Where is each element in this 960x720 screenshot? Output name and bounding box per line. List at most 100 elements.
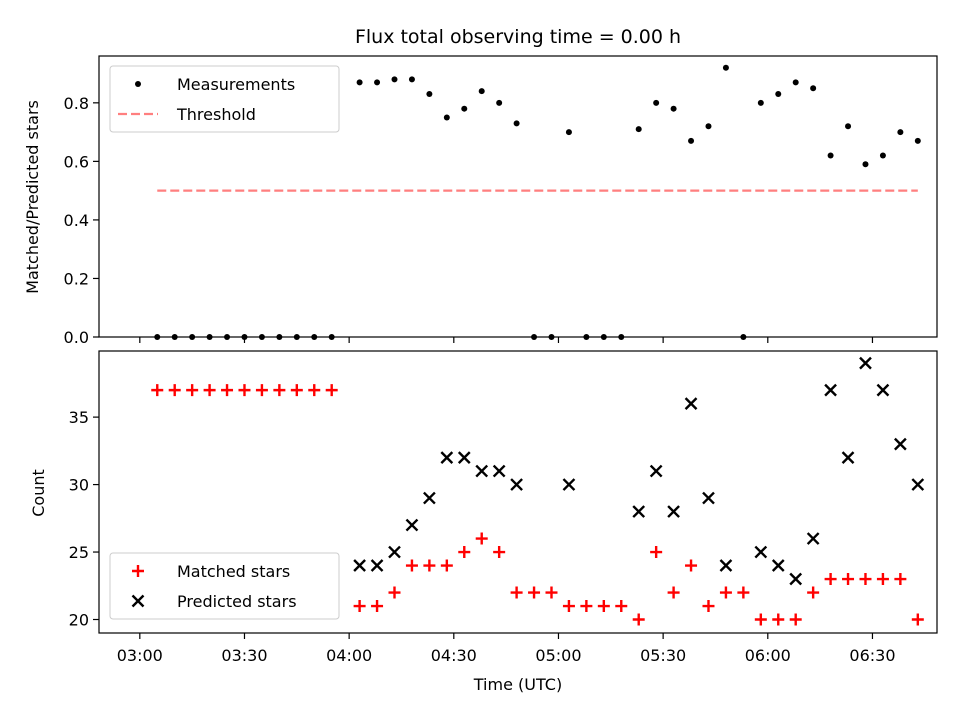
- predicted-stars-point: [405, 518, 419, 532]
- matched-stars-point: [290, 384, 303, 397]
- predicted-stars-point: [632, 505, 646, 518]
- top-panel: 0.0 0.2 0.4 0.6 0.8 Measurements Threshold: [64, 55, 938, 347]
- measurement-point: [688, 137, 695, 144]
- bottom-panel: 20 25 30 35 03:00 03:30 04:00 04:30 05:00 05:30 06…: [69, 350, 938, 665]
- predicted-stars-point: [702, 491, 715, 505]
- measurement-point: [461, 105, 468, 112]
- matched-stars-point: [440, 559, 453, 572]
- legend-label: Matched stars: [177, 562, 290, 581]
- predicted-stars-point: [475, 464, 489, 478]
- x-tick-label: 06:00: [745, 646, 791, 665]
- measurement-point: [722, 64, 729, 71]
- predicted-stars-point: [894, 437, 907, 451]
- predicted-stars-point: [859, 356, 872, 370]
- predicted-stars-point: [876, 383, 890, 397]
- x-tick-label: 03:30: [221, 646, 267, 665]
- measurement-point: [356, 79, 363, 86]
- matched-stars-point: [737, 586, 750, 599]
- matched-stars-point: [221, 384, 234, 397]
- matched-stars-point: [168, 384, 181, 397]
- measurement-point: [635, 126, 642, 133]
- measurement-point: [565, 129, 572, 136]
- predicted-stars-point: [510, 478, 523, 491]
- legend-label: Measurements: [177, 75, 295, 94]
- matched-stars-point: [842, 573, 855, 586]
- predicted-stars-point: [806, 532, 820, 545]
- matched-stars-point: [789, 613, 802, 626]
- predicted-stars-point: [370, 559, 384, 572]
- y-tick-label: 0.2: [64, 269, 89, 288]
- matched-stars-point: [405, 559, 418, 572]
- predicted-stars-point: [719, 559, 733, 572]
- matched-stars-point: [562, 600, 575, 613]
- x-tick-label: 04:00: [326, 646, 372, 665]
- predicted-stars-point: [684, 397, 698, 410]
- x-tick-label: 05:30: [640, 646, 686, 665]
- measurement-point: [827, 152, 834, 159]
- measurement-point: [653, 99, 660, 106]
- matched-stars-point: [615, 600, 628, 613]
- measurement-point: [478, 88, 485, 95]
- x-tick-label: 06:30: [849, 646, 895, 665]
- matched-stars-point: [186, 384, 199, 397]
- matched-stars-point: [632, 613, 645, 626]
- matched-stars-point: [423, 559, 436, 572]
- matched-stars-point: [308, 384, 321, 397]
- measurement-point: [897, 129, 904, 136]
- y-tick-label: 0.6: [64, 152, 89, 171]
- matched-stars-point: [325, 384, 338, 397]
- matched-stars-point: [475, 532, 488, 545]
- x-tick-label: 04:30: [431, 646, 477, 665]
- measurement-point: [496, 99, 503, 106]
- axes-frame: [98, 55, 938, 338]
- matched-stars-point: [911, 613, 924, 626]
- predicted-stars-point: [440, 451, 454, 464]
- predicted-stars-point: [423, 491, 436, 505]
- matched-stars-point: [754, 613, 767, 626]
- measurement-point: [862, 161, 869, 168]
- matched-stars-point: [580, 600, 593, 613]
- measurement-point: [792, 79, 799, 86]
- matched-stars-point: [353, 600, 366, 613]
- legend-marker: [132, 565, 144, 577]
- y-tick-label: 0.4: [64, 211, 89, 230]
- predicted-stars-point: [911, 478, 925, 491]
- matched-stars-point: [238, 384, 251, 397]
- matched-stars-point: [685, 559, 698, 572]
- measurement-point: [391, 76, 398, 83]
- matched-stars-point: [859, 573, 872, 586]
- top-y-axis-label: Matched/Predicted stars: [23, 100, 42, 294]
- legend-label: Predicted stars: [177, 592, 297, 611]
- predicted-stars-point: [562, 478, 576, 491]
- measurement-point: [845, 123, 852, 130]
- measurement-point: [374, 79, 381, 86]
- measurement-point: [810, 85, 817, 92]
- legend-marker: [135, 81, 141, 87]
- predicted-stars-point: [824, 383, 837, 397]
- legend: Matched stars Predicted stars: [109, 552, 340, 620]
- measurement-point: [775, 91, 782, 98]
- matched-stars-point: [824, 573, 837, 586]
- matched-stars-point: [510, 586, 523, 599]
- matched-stars-point: [273, 384, 286, 397]
- matched-stars-point: [702, 600, 715, 613]
- matched-stars-point: [597, 600, 610, 613]
- matched-stars-point: [667, 586, 680, 599]
- predicted-stars-point: [649, 464, 663, 478]
- matched-stars-point: [894, 573, 907, 586]
- measurement-point: [513, 120, 520, 127]
- matched-stars-point: [719, 586, 732, 599]
- y-tick-label: 20: [69, 611, 89, 630]
- chart-title: Flux total observing time = 0.00 h: [355, 26, 681, 48]
- measurement-point: [670, 105, 677, 112]
- matched-stars-point: [650, 546, 663, 559]
- matched-stars-point: [876, 573, 889, 586]
- matched-stars-point: [388, 586, 401, 599]
- predicted-stars-point: [771, 559, 785, 572]
- predicted-stars-point: [667, 505, 680, 518]
- matched-stars-point: [807, 586, 820, 599]
- measurement-point: [443, 114, 450, 121]
- matched-stars-point: [255, 384, 268, 397]
- y-tick-label: 0.0: [64, 328, 89, 347]
- y-tick-label: 0.8: [64, 94, 89, 113]
